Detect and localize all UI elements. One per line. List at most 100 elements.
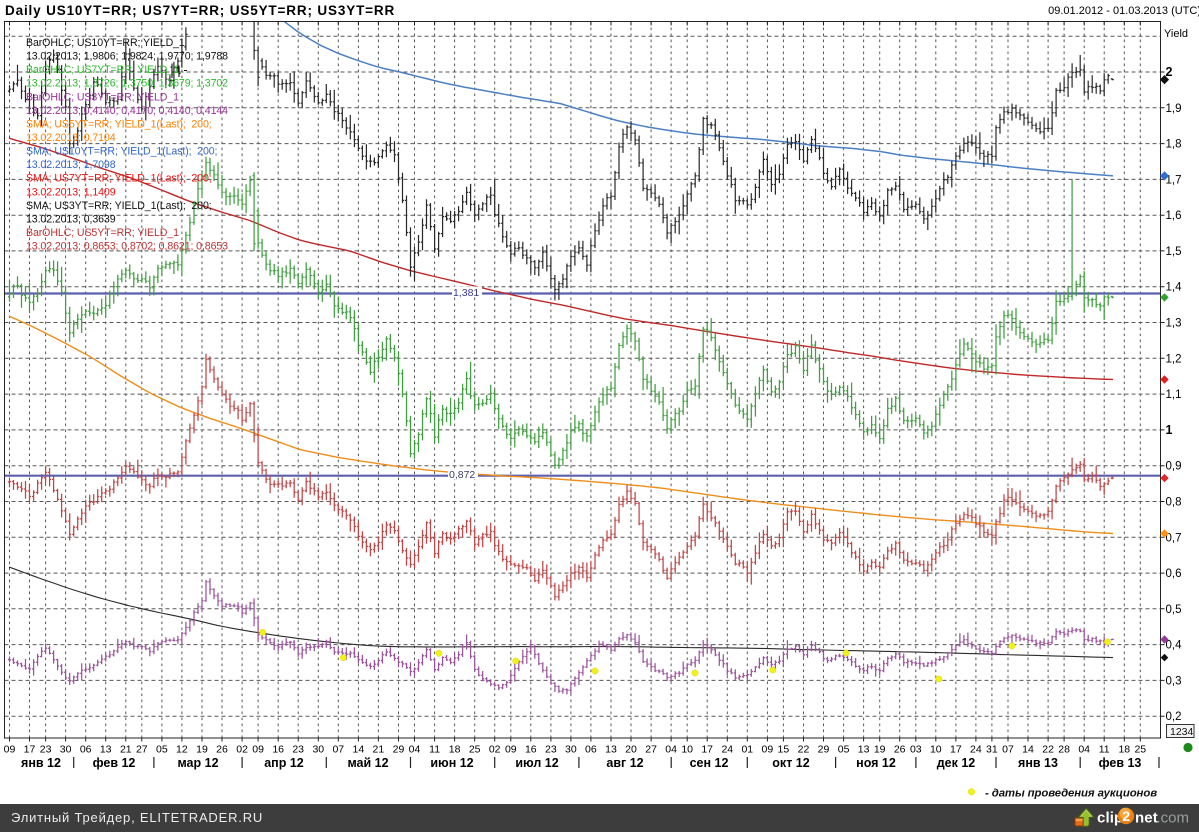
svg-text:23: 23 <box>40 744 52 756</box>
svg-text:дек 12: дек 12 <box>937 756 976 770</box>
svg-text:19: 19 <box>874 744 886 756</box>
svg-text:15: 15 <box>778 744 790 756</box>
svg-text:1,1: 1,1 <box>1166 389 1182 401</box>
svg-text:0,6: 0,6 <box>1166 568 1182 580</box>
svg-text:23: 23 <box>292 744 304 756</box>
svg-text:26: 26 <box>216 744 228 756</box>
svg-text:13.02.2013; 0,8653; 0,8702; 0,: 13.02.2013; 0,8653; 0,8702; 0,8621; 0,86… <box>26 241 228 253</box>
svg-text:ноя 12: ноя 12 <box>856 756 896 770</box>
svg-text:SMA; US10YT=RR; YIELD_1(Last);: SMA; US10YT=RR; YIELD_1(Last); 200; <box>26 146 217 158</box>
svg-text:фев 13: фев 13 <box>1099 756 1142 770</box>
svg-text:0,872: 0,872 <box>449 469 475 481</box>
svg-text:05: 05 <box>838 744 850 756</box>
svg-text:29: 29 <box>393 744 405 756</box>
svg-text:27: 27 <box>645 744 657 756</box>
svg-text:13: 13 <box>605 744 617 756</box>
svg-text:SMA; US7YT=RR; YIELD_1(Last);: SMA; US7YT=RR; YIELD_1(Last); 200; <box>26 173 212 185</box>
svg-text:13: 13 <box>858 744 870 756</box>
svg-text:.com: .com <box>1157 810 1190 827</box>
svg-text:янв 12: янв 12 <box>21 756 61 770</box>
svg-text:SMA; US5YT=RR; YIELD_1(Last);: SMA; US5YT=RR; YIELD_1(Last); 200; <box>26 118 212 130</box>
svg-text:Элитный Трейдер, ELITETRADER.R: Элитный Трейдер, ELITETRADER.RU <box>11 810 263 825</box>
svg-text:30: 30 <box>60 744 72 756</box>
svg-text:06: 06 <box>585 744 597 756</box>
svg-text:BarOHLC; US7YT=RR; YIELD_1: BarOHLC; US7YT=RR; YIELD_1 <box>26 64 179 76</box>
svg-text:clip: clip <box>1097 810 1123 827</box>
svg-text:11: 11 <box>1099 744 1110 756</box>
svg-text:окт 12: окт 12 <box>772 756 809 770</box>
svg-text:14: 14 <box>353 744 365 756</box>
svg-text:09: 09 <box>252 744 264 756</box>
svg-text:04: 04 <box>1078 744 1090 756</box>
svg-text:31: 31 <box>986 744 998 756</box>
svg-text:24: 24 <box>970 744 982 756</box>
svg-text:25: 25 <box>1134 744 1146 756</box>
svg-text:30: 30 <box>565 744 577 756</box>
svg-text:2: 2 <box>1166 65 1173 79</box>
svg-text:0,7: 0,7 <box>1166 532 1182 544</box>
svg-text:Daily US10YT=RR; US7YT=RR; US5: Daily US10YT=RR; US7YT=RR; US5YT=RR; US3… <box>5 3 395 18</box>
svg-text:09.01.2012 - 01.03.2013 (UTC): 09.01.2012 - 01.03.2013 (UTC) <box>1048 5 1199 17</box>
svg-text:SMA; US3YT=RR; YIELD_1(Last);: SMA; US3YT=RR; YIELD_1(Last); 200; <box>26 200 212 212</box>
svg-text:10: 10 <box>681 744 693 756</box>
svg-text:13: 13 <box>100 744 112 756</box>
svg-text:09: 09 <box>4 744 16 756</box>
svg-text:21: 21 <box>120 744 132 756</box>
svg-text:03: 03 <box>910 744 922 756</box>
svg-text:29: 29 <box>818 744 830 756</box>
svg-text:10: 10 <box>930 744 942 756</box>
svg-text:11: 11 <box>429 744 440 756</box>
svg-text:30: 30 <box>312 744 324 756</box>
svg-text:13.02.2013; 0,7104: 13.02.2013; 0,7104 <box>26 132 116 144</box>
svg-text:27: 27 <box>136 744 148 756</box>
svg-text:19: 19 <box>196 744 208 756</box>
svg-text:1,3: 1,3 <box>1166 318 1182 330</box>
svg-text:22: 22 <box>1042 744 1054 756</box>
svg-text:июн 12: июн 12 <box>430 756 473 770</box>
svg-text:авг 12: авг 12 <box>606 756 643 770</box>
svg-text:06: 06 <box>80 744 92 756</box>
svg-text:апр 12: апр 12 <box>264 756 304 770</box>
svg-text:20: 20 <box>625 744 637 756</box>
svg-text:1,7: 1,7 <box>1166 174 1182 186</box>
svg-text:1,6: 1,6 <box>1166 210 1182 222</box>
svg-text:18: 18 <box>1118 744 1130 756</box>
svg-text:18: 18 <box>449 744 461 756</box>
svg-text:14: 14 <box>1022 744 1034 756</box>
svg-text:1,5: 1,5 <box>1166 246 1182 258</box>
svg-text:май 12: май 12 <box>347 756 388 770</box>
svg-text:1,381: 1,381 <box>453 287 479 299</box>
svg-text:05: 05 <box>156 744 168 756</box>
svg-text:1: 1 <box>1166 423 1173 437</box>
svg-text:1,8: 1,8 <box>1166 139 1182 151</box>
svg-text:0,5: 0,5 <box>1166 604 1182 616</box>
svg-text:16: 16 <box>272 744 284 756</box>
svg-text:07: 07 <box>1002 744 1014 756</box>
svg-text:17: 17 <box>950 744 962 756</box>
svg-text:13.02.2013; 1,7098: 13.02.2013; 1,7098 <box>26 159 116 171</box>
svg-text:2: 2 <box>1122 808 1130 824</box>
svg-text:09: 09 <box>505 744 517 756</box>
svg-text:23: 23 <box>545 744 557 756</box>
svg-text:0,3: 0,3 <box>1166 675 1182 687</box>
svg-text:04: 04 <box>409 744 421 756</box>
svg-text:июл 12: июл 12 <box>515 756 558 770</box>
svg-text:сен 12: сен 12 <box>690 756 729 770</box>
svg-text:04: 04 <box>665 744 677 756</box>
svg-text:13.02.2013; 0,3639: 13.02.2013; 0,3639 <box>26 213 116 225</box>
svg-text:09: 09 <box>762 744 774 756</box>
svg-text:Yield: Yield <box>1164 28 1188 40</box>
svg-text:0,9: 0,9 <box>1166 461 1182 473</box>
svg-text:BarOHLC; US5YT=RR; YIELD_1: BarOHLC; US5YT=RR; YIELD_1 <box>26 227 179 239</box>
svg-text:13.02.2013; 0,4140; 0,4170; 0,: 13.02.2013; 0,4140; 0,4170; 0,4140; 0,41… <box>26 105 228 117</box>
svg-text:янв 13: янв 13 <box>1018 756 1058 770</box>
svg-text:25: 25 <box>469 744 481 756</box>
svg-text:0,8: 0,8 <box>1166 497 1182 509</box>
svg-text:12: 12 <box>176 744 188 756</box>
svg-text:0,4: 0,4 <box>1166 640 1183 652</box>
svg-text:BarOHLC; US10YT=RR; YIELD_1: BarOHLC; US10YT=RR; YIELD_1 <box>26 37 185 49</box>
svg-text:1,4: 1,4 <box>1166 282 1183 294</box>
svg-text:17: 17 <box>24 744 36 756</box>
svg-text:- даты проведения аукционов: - даты проведения аукционов <box>985 788 1157 800</box>
svg-text:01: 01 <box>741 744 753 756</box>
